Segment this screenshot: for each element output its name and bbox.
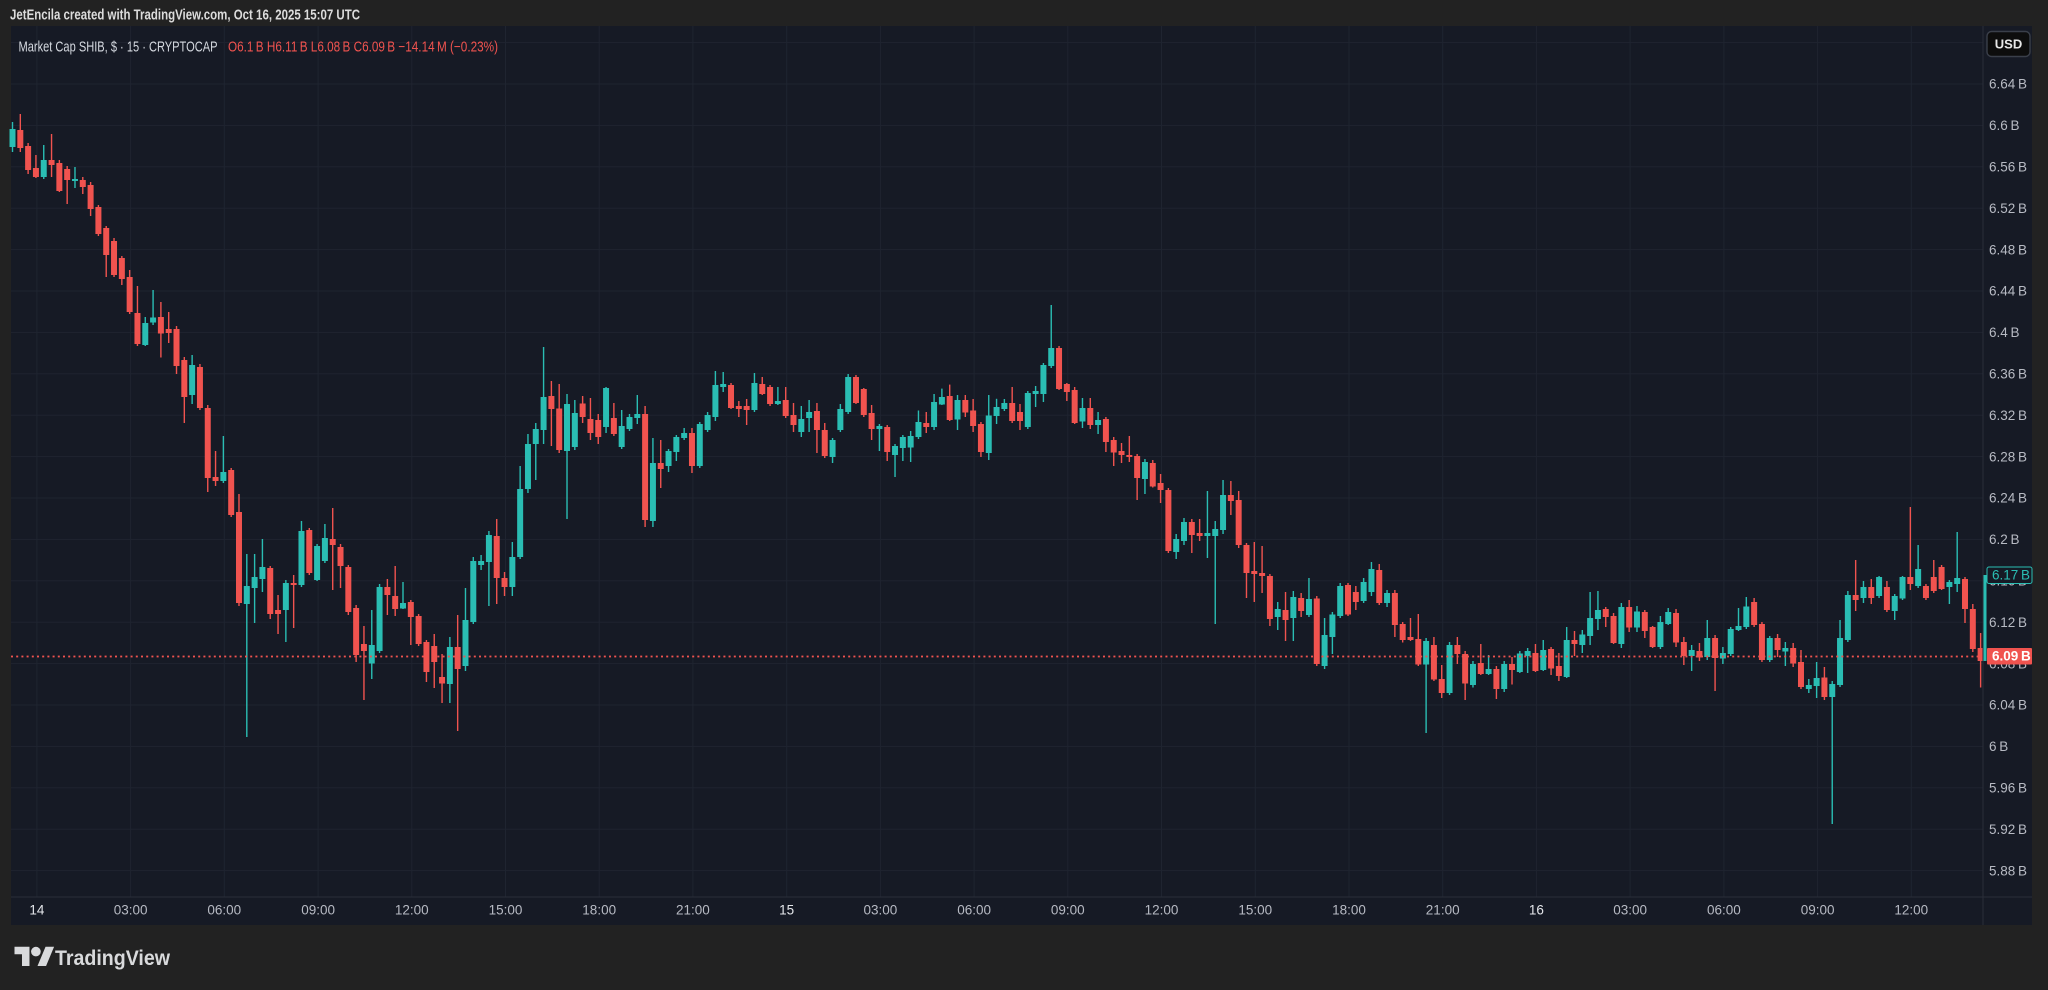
svg-text:6.64 B: 6.64 B: [1989, 77, 2027, 92]
svg-text:6 B: 6 B: [1989, 739, 2008, 754]
svg-text:6.32 B: 6.32 B: [1989, 408, 2027, 423]
svg-text:15: 15: [779, 903, 794, 918]
svg-text:06:00: 06:00: [1707, 903, 1741, 918]
svg-text:12:00: 12:00: [1145, 903, 1179, 918]
svg-text:6.52 B: 6.52 B: [1989, 201, 2027, 216]
svg-text:03:00: 03:00: [114, 903, 148, 918]
svg-text:12:00: 12:00: [1894, 903, 1928, 918]
svg-text:6.28 B: 6.28 B: [1989, 449, 2027, 464]
svg-text:14: 14: [29, 903, 45, 918]
svg-text:06:00: 06:00: [207, 903, 241, 918]
svg-text:6.56 B: 6.56 B: [1989, 160, 2027, 175]
svg-text:09:00: 09:00: [1801, 903, 1835, 918]
svg-text:6.09 B: 6.09 B: [1992, 649, 2031, 664]
svg-text:USD: USD: [1995, 37, 2022, 52]
svg-text:5.88 B: 5.88 B: [1989, 863, 2027, 878]
svg-text:03:00: 03:00: [1613, 903, 1647, 918]
svg-text:TradingView: TradingView: [55, 946, 170, 970]
svg-text:6.04 B: 6.04 B: [1989, 698, 2027, 713]
svg-text:5.96 B: 5.96 B: [1989, 781, 2027, 796]
svg-text:6.24 B: 6.24 B: [1989, 491, 2027, 506]
svg-text:21:00: 21:00: [676, 903, 710, 918]
svg-text:6.4 B: 6.4 B: [1989, 325, 2019, 340]
svg-text:5.92 B: 5.92 B: [1989, 822, 2027, 837]
svg-text:21:00: 21:00: [1426, 903, 1460, 918]
svg-text:6.36 B: 6.36 B: [1989, 367, 2027, 382]
svg-text:18:00: 18:00: [1332, 903, 1366, 918]
svg-text:03:00: 03:00: [864, 903, 898, 918]
svg-text:15:00: 15:00: [1238, 903, 1272, 918]
svg-text:O6.1 B H6.11 B L6.08 B C6.0: O6.1 B H6.11 B L6.08 B C6.09 B −14.14 M …: [228, 40, 498, 56]
svg-text:18:00: 18:00: [582, 903, 616, 918]
svg-text:09:00: 09:00: [301, 903, 335, 918]
svg-text:6.12 B: 6.12 B: [1989, 615, 2027, 630]
svg-text:06:00: 06:00: [957, 903, 991, 918]
svg-text:09:00: 09:00: [1051, 903, 1085, 918]
svg-text:6.6 B: 6.6 B: [1989, 118, 2019, 133]
svg-text:JetEncila created with Trading: JetEncila created with TradingView.com, …: [10, 7, 360, 24]
svg-text:6.2 B: 6.2 B: [1989, 532, 2019, 547]
svg-text:6.17 B: 6.17 B: [1992, 568, 2030, 583]
svg-text:16: 16: [1529, 903, 1544, 918]
svg-text:6.44 B: 6.44 B: [1989, 284, 2027, 299]
svg-text:Market Cap SHIB, $ · 15 · CRYP: Market Cap SHIB, $ · 15 · CRYPTOCAP: [19, 40, 218, 56]
svg-text:12:00: 12:00: [395, 903, 429, 918]
svg-text:15:00: 15:00: [489, 903, 523, 918]
svg-text:6.48 B: 6.48 B: [1989, 242, 2027, 257]
